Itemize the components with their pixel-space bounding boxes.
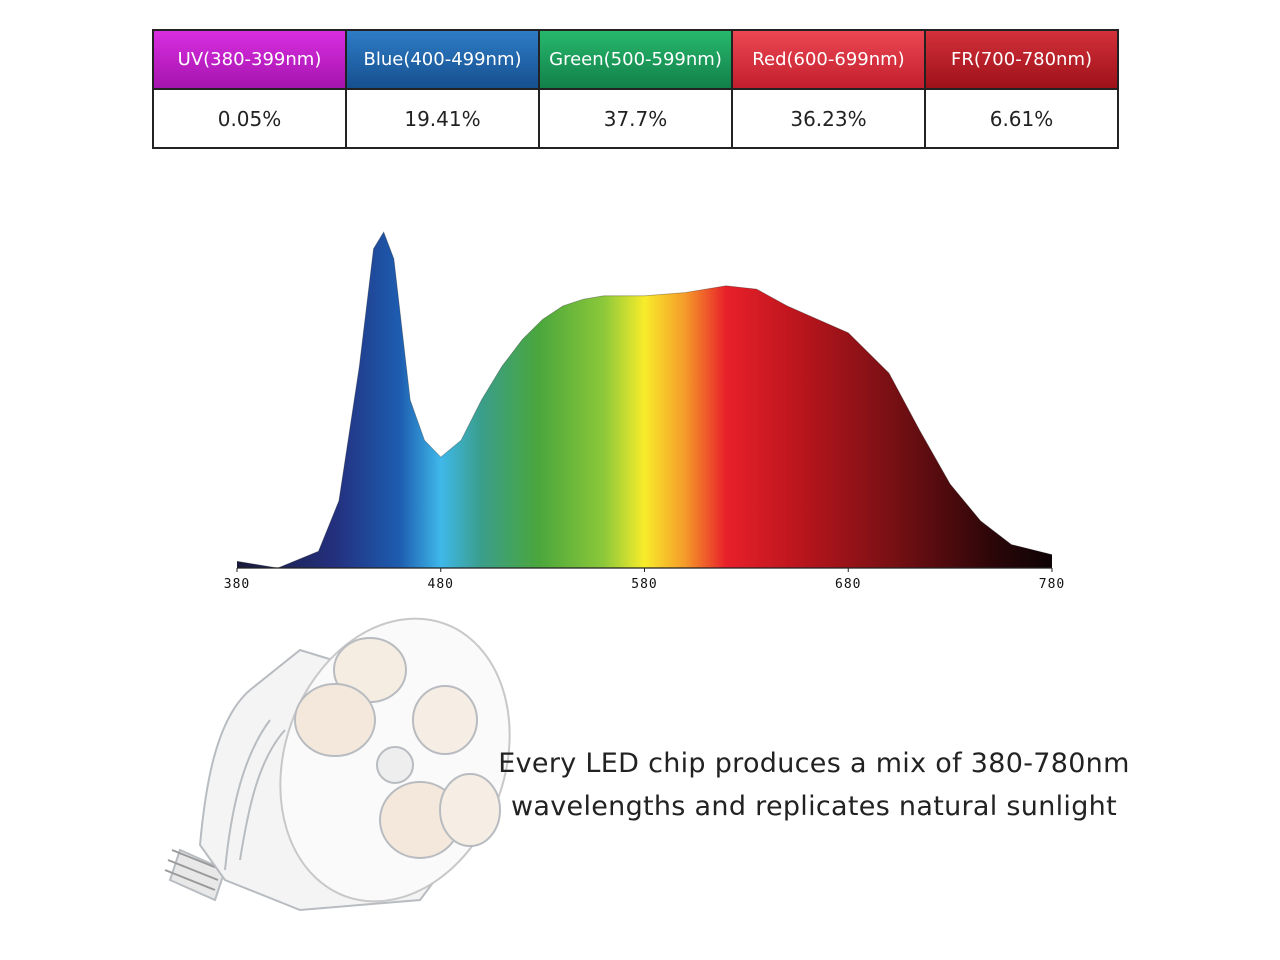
caption-line: wavelengths and replicates natural sunli… bbox=[511, 791, 1117, 822]
x-tick-label: 580 bbox=[631, 577, 657, 592]
value-row: 0.05% 19.41% 37.7% 36.23% 6.61% bbox=[152, 88, 1119, 149]
value-cell: 36.23% bbox=[731, 88, 926, 149]
header-cell: Red(600-699nm) bbox=[731, 29, 926, 90]
header-cell: Blue(400-499nm) bbox=[345, 29, 540, 90]
value-cell: 0.05% bbox=[152, 88, 347, 149]
spectrum-fill bbox=[237, 232, 1052, 568]
x-tick-label: 380 bbox=[224, 577, 250, 592]
x-tick-label: 780 bbox=[1039, 577, 1065, 592]
value-cell: 37.7% bbox=[538, 88, 733, 149]
x-tick-label: 480 bbox=[428, 577, 454, 592]
value-cell: 6.61% bbox=[924, 88, 1119, 149]
caption-line: Every LED chip produces a mix of 380-780… bbox=[498, 748, 1130, 779]
header-row: UV(380-399nm) Blue(400-499nm) Green(500-… bbox=[152, 29, 1119, 90]
header-cell: UV(380-399nm) bbox=[152, 29, 347, 90]
header-cell: Green(500-599nm) bbox=[538, 29, 733, 90]
spectrum-table: UV(380-399nm) Blue(400-499nm) Green(500-… bbox=[152, 29, 1119, 149]
x-tick-label: 680 bbox=[835, 577, 861, 592]
bulb-image bbox=[164, 617, 511, 912]
spectrum-curve bbox=[236, 231, 1053, 569]
value-cell: 19.41% bbox=[345, 88, 540, 149]
header-cell: FR(700-780nm) bbox=[924, 29, 1119, 90]
